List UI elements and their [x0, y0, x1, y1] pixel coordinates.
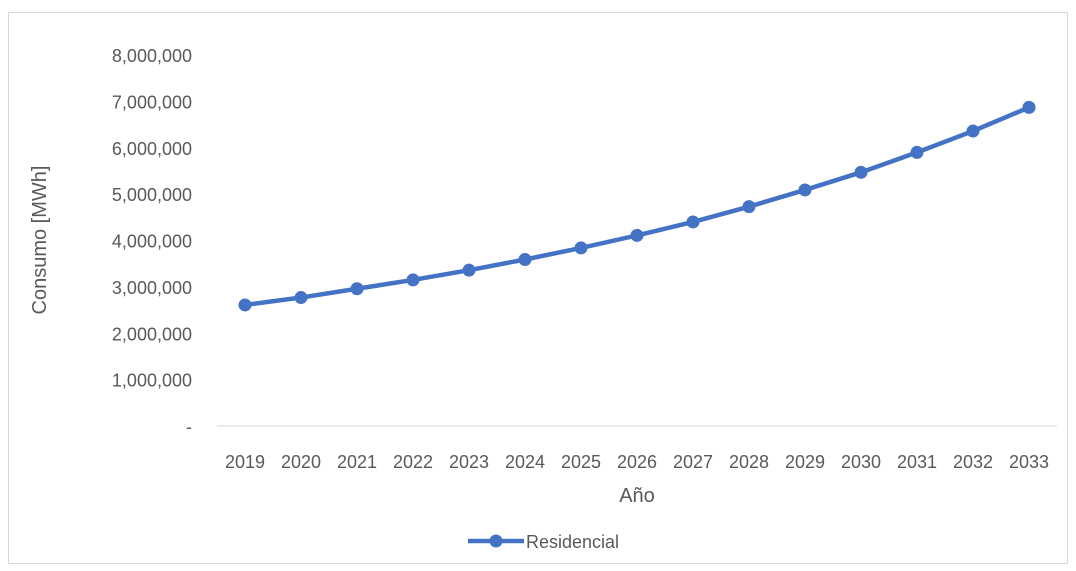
- x-tick-label: 2031: [897, 452, 937, 472]
- data-point: [574, 241, 588, 255]
- y-tick-label: 2,000,000: [112, 324, 192, 344]
- x-tick-label: 2033: [1009, 452, 1049, 472]
- x-axis-ticks: 2019 2020 2021 2022 2023 2024 2025 2026 2027 2028…: [225, 452, 1049, 472]
- data-point: [854, 165, 868, 179]
- data-point: [630, 228, 644, 242]
- data-point: [966, 124, 980, 138]
- x-tick-label: 2021: [337, 452, 377, 472]
- chart-frame: [8, 12, 1068, 564]
- y-tick-label: 1,000,000: [112, 371, 192, 391]
- x-tick-label: 2020: [281, 452, 321, 472]
- y-tick-label: 4,000,000: [112, 232, 192, 252]
- x-tick-label: 2028: [729, 452, 769, 472]
- x-axis-title: Año: [619, 485, 655, 507]
- data-point: [518, 253, 532, 267]
- x-tick-label: 2025: [561, 452, 601, 472]
- y-axis-title: Consumo [MWh]: [29, 166, 51, 315]
- data-point: [910, 145, 924, 159]
- data-point: [406, 273, 420, 287]
- y-axis-ticks: - 1,000,000 2,000,000 3,000,000 4,000,000 5,0…: [112, 46, 192, 437]
- legend: Residencial: [468, 532, 619, 552]
- data-point: [798, 183, 812, 197]
- data-point: [294, 291, 308, 305]
- y-tick-label: 3,000,000: [112, 278, 192, 298]
- x-tick-label: 2022: [393, 452, 433, 472]
- x-tick-label: 2023: [449, 452, 489, 472]
- y-tick-label: 8,000,000: [112, 46, 192, 66]
- data-point: [238, 298, 252, 312]
- y-tick-label: 7,000,000: [112, 92, 192, 112]
- legend-label: Residencial: [526, 532, 619, 552]
- y-tick-label: -: [186, 417, 192, 437]
- x-tick-label: 2032: [953, 452, 993, 472]
- data-point: [350, 282, 364, 296]
- x-tick-label: 2029: [785, 452, 825, 472]
- x-tick-label: 2027: [673, 452, 713, 472]
- x-tick-label: 2019: [225, 452, 265, 472]
- data-point: [1022, 100, 1036, 114]
- data-point: [462, 263, 476, 277]
- x-tick-label: 2026: [617, 452, 657, 472]
- legend-dot-marker: [489, 534, 503, 548]
- x-tick-label: 2030: [841, 452, 881, 472]
- y-tick-label: 5,000,000: [112, 185, 192, 205]
- data-point: [742, 200, 756, 214]
- y-tick-label: 6,000,000: [112, 139, 192, 159]
- series-line: [244, 105, 1030, 308]
- data-point: [686, 215, 700, 229]
- series-layer: [238, 100, 1036, 312]
- x-tick-label: 2024: [505, 452, 545, 472]
